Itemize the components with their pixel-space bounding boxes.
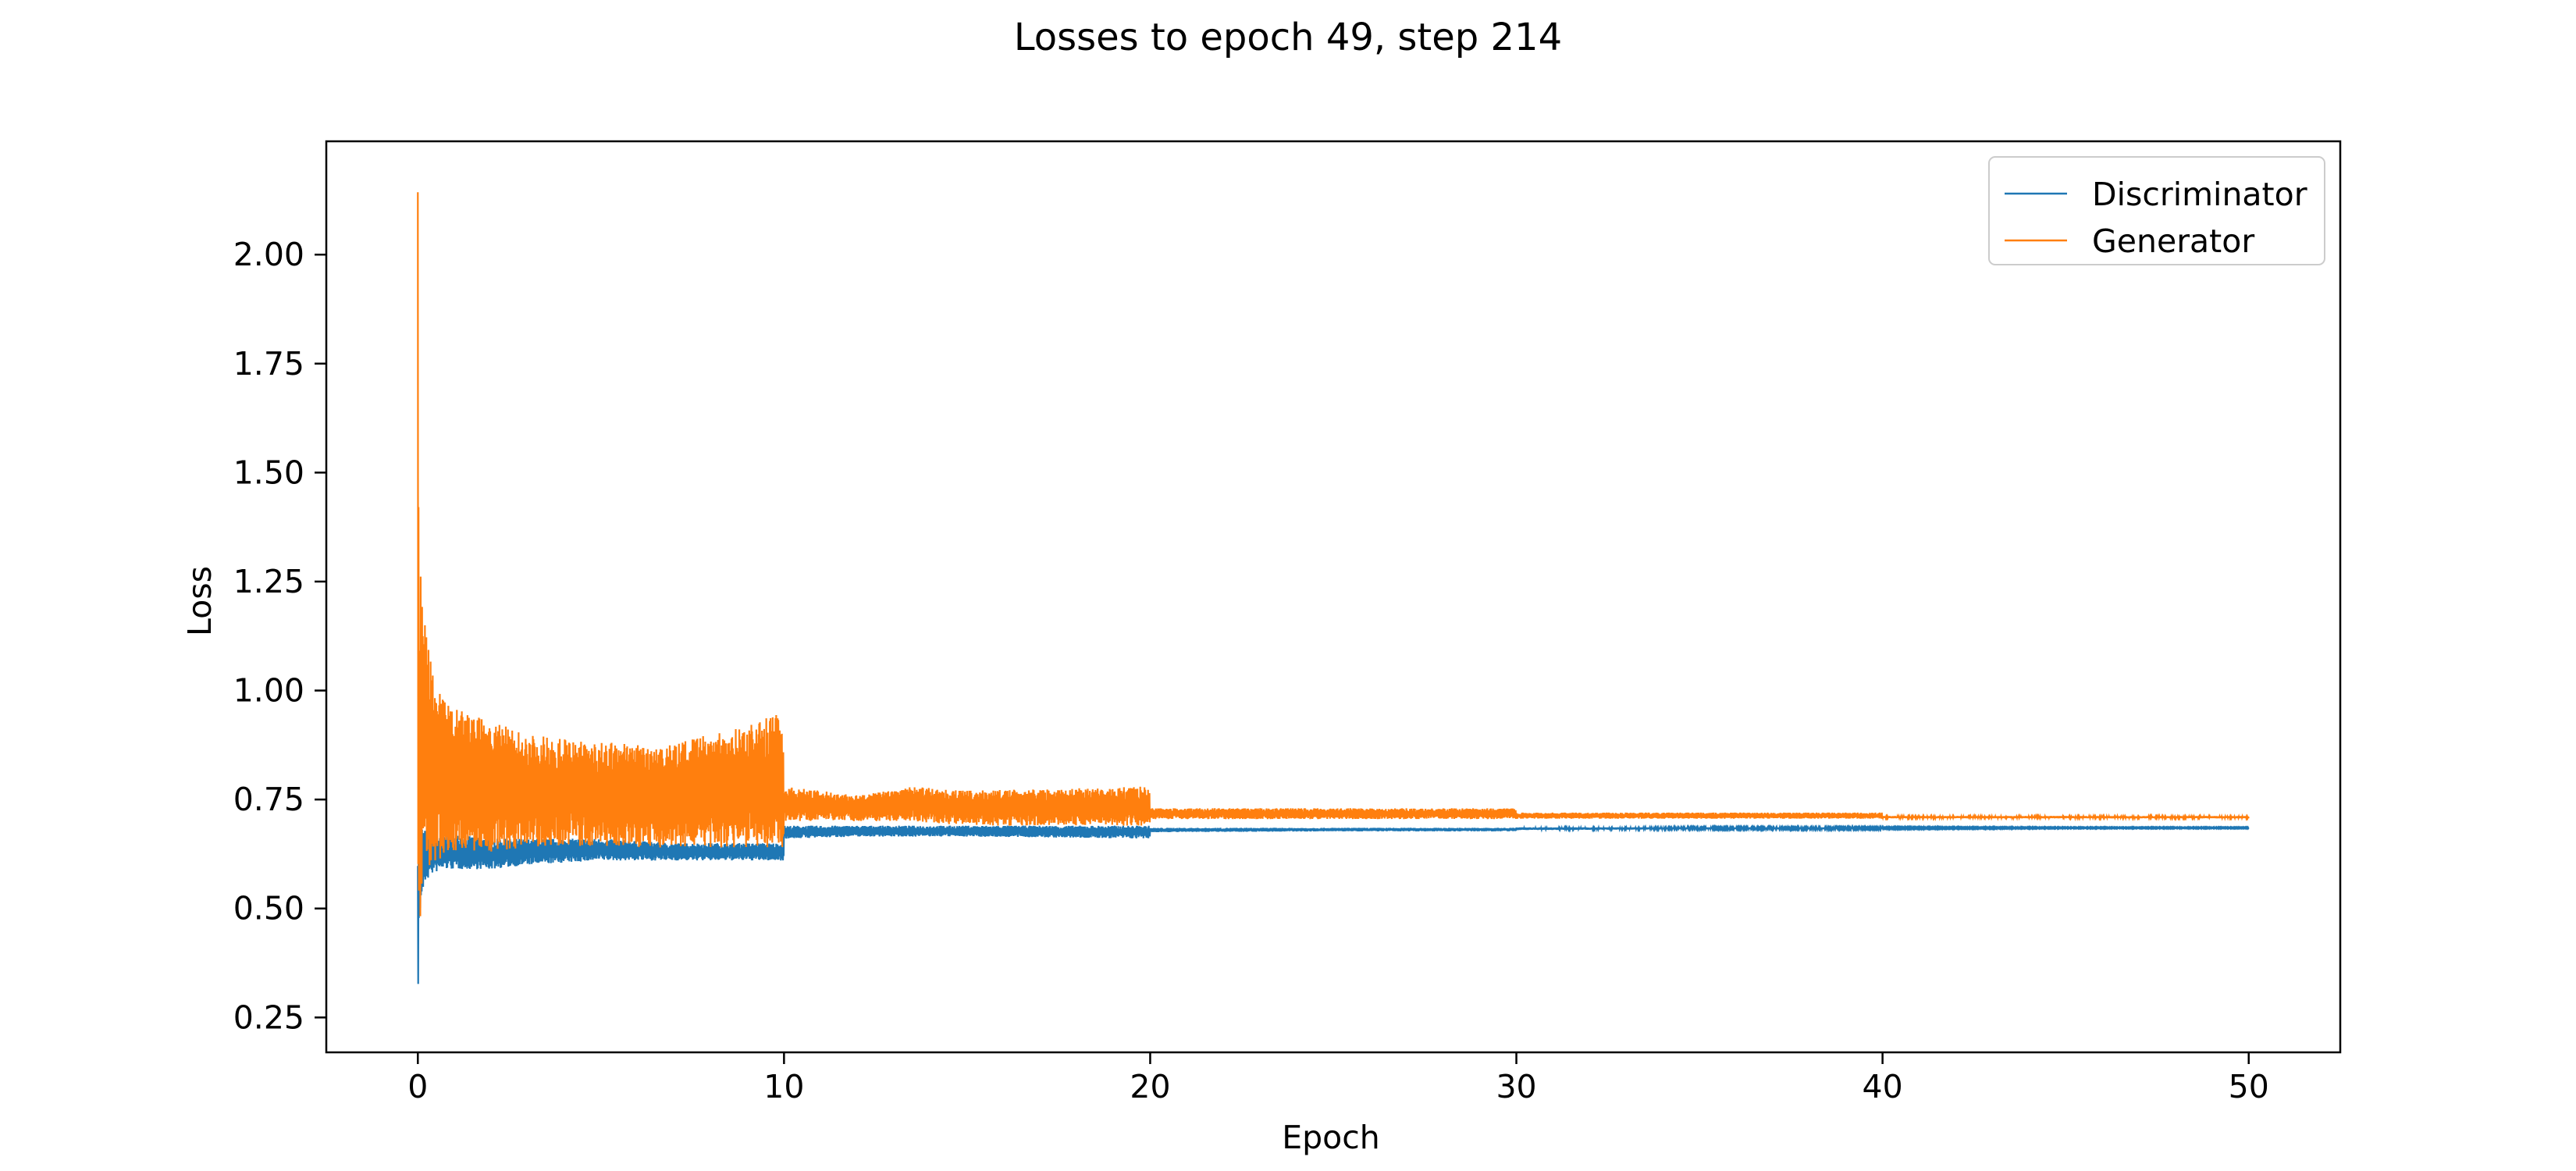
y-tick-label: 0.50 (233, 890, 304, 927)
y-axis: 0.25 0.50 0.75 1.00 1.25 1.50 1.75 2.00 (233, 236, 326, 1036)
x-tick-label: 50 (2229, 1068, 2269, 1105)
x-tick-label: 0 (407, 1068, 428, 1105)
x-tick-label: 20 (1130, 1068, 1170, 1105)
series-line-discriminator (417, 824, 2250, 984)
legend-box (1988, 156, 2325, 265)
plot-area (325, 140, 2342, 1054)
y-tick-label: 0.25 (233, 998, 304, 1036)
x-tick-label: 40 (1863, 1068, 1903, 1105)
y-tick-label: 0.75 (233, 781, 304, 818)
legend-label-generator: Generator (2092, 222, 2254, 260)
y-axis-label: Loss (181, 566, 219, 636)
legend-label-discriminator: Discriminator (2092, 176, 2307, 213)
legend: Discriminator Generator (1988, 156, 2325, 265)
y-tick-label: 1.00 (233, 672, 304, 710)
y-tick-label: 1.50 (233, 454, 304, 491)
y-tick-label: 1.75 (233, 345, 304, 383)
x-tick-label: 10 (763, 1068, 804, 1105)
x-axis-label: Epoch (1282, 1119, 1380, 1156)
y-tick-label: 1.25 (233, 563, 304, 600)
x-axis: 0 10 20 30 40 50 (407, 1052, 2269, 1105)
y-tick-label: 2.00 (233, 236, 304, 273)
x-tick-label: 30 (1496, 1068, 1536, 1105)
plot-frame (325, 140, 2342, 1054)
chart-title: Losses to epoch 49, step 214 (1014, 16, 1562, 59)
series-line-generator (417, 192, 2250, 917)
